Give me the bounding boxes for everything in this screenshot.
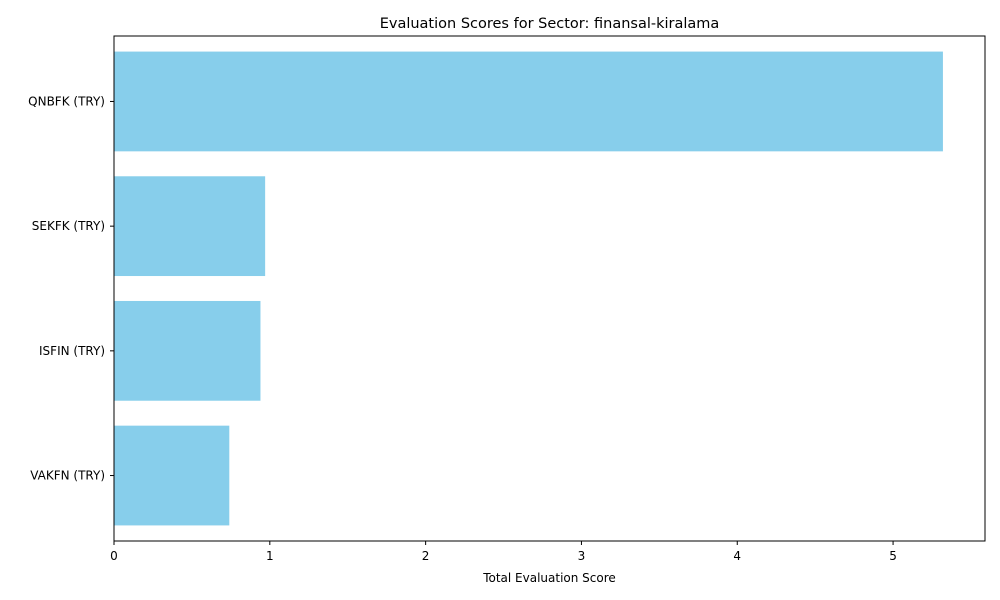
bar-1 [114,176,266,277]
x-tick-label: 1 [266,549,274,563]
x-axis-title: Total Evaluation Score [482,571,616,585]
bars-layer [114,51,943,526]
y-tick-label: QNBFK (TRY) [28,94,105,108]
y-tick-label: SEKFK (TRY) [32,219,105,233]
x-tick-label: 3 [578,549,586,563]
bar-2 [114,300,261,401]
y-axis: QNBFK (TRY) SEKFK (TRY) ISFIN (TRY) VAKFN (… [28,94,114,483]
bar-3 [114,425,230,526]
x-tick-label: 4 [733,549,741,563]
x-axis: 0 1 2 3 4 5 [110,541,897,563]
y-tick-label: VAKFN (TRY) [30,469,105,483]
chart-title: Evaluation Scores for Sector: finansal-k… [380,16,720,32]
x-tick-label: 2 [422,549,430,563]
y-tick-label: ISFIN (TRY) [39,344,105,358]
x-tick-label: 0 [110,549,118,563]
bar-0 [114,51,943,152]
x-tick-label: 5 [889,549,897,563]
plot-frame [113,35,986,542]
